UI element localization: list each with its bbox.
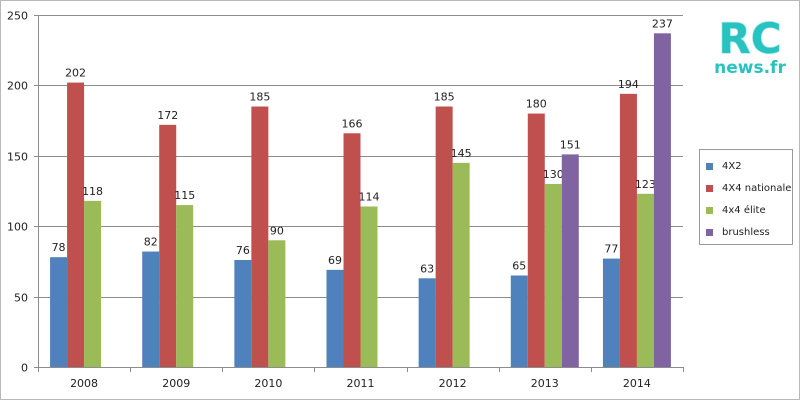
x-tick-label: 2014	[623, 377, 651, 390]
x-tick-label: 2008	[70, 377, 98, 390]
bar-4x4-nationale-2008	[67, 82, 85, 368]
data-label: 69	[328, 254, 342, 267]
legend: 4X2 4X4 nationale 4x4 élite brushless	[699, 149, 793, 245]
data-label: 237	[652, 17, 673, 30]
data-label: 130	[543, 168, 564, 181]
legend-swatch	[706, 184, 713, 192]
data-label: 90	[270, 224, 284, 237]
logo-news-text: news.fr	[714, 58, 786, 77]
x-tick-label: 2010	[254, 377, 282, 390]
legend-label: 4x4 élite	[722, 204, 766, 216]
data-label: 166	[342, 117, 363, 130]
bar-4x2-2009	[142, 251, 160, 367]
data-label: 115	[174, 189, 195, 202]
bar-4x4-lite-2009	[176, 205, 194, 367]
bar-4x4-nationale-2014	[619, 93, 637, 368]
data-label: 151	[560, 138, 581, 151]
bar-4x2-2008	[50, 257, 68, 367]
data-label: 65	[512, 259, 526, 272]
bar-4x2-2013	[510, 275, 528, 367]
bar-4x4-lite-2014	[636, 193, 654, 367]
y-tick-label: 200	[7, 80, 28, 93]
legend-swatch	[706, 162, 713, 170]
bar-4x4-lite-2012	[452, 162, 470, 367]
data-label: 202	[65, 67, 86, 80]
bar-4x2-2014	[602, 258, 620, 367]
data-label: 77	[604, 243, 618, 256]
data-label: 194	[618, 78, 639, 91]
bar-4x4-nationale-2009	[159, 124, 177, 367]
logo-rc-text: RC	[718, 14, 781, 63]
y-tick-label: 250	[7, 10, 28, 23]
y-tick-label: 50	[14, 292, 28, 305]
legend-swatch	[706, 206, 713, 214]
bar-4x2-2010	[234, 259, 252, 367]
data-label: 172	[157, 109, 178, 122]
data-label: 185	[434, 91, 455, 104]
data-label: 118	[82, 185, 103, 198]
bar-4x4-nationale-2010	[251, 106, 269, 368]
legend-item: 4X4 nationale	[706, 177, 792, 199]
bar-brushless-2013	[561, 154, 579, 367]
legend-item: brushless	[706, 221, 792, 243]
legend-item: 4x4 élite	[706, 199, 792, 221]
bar-4x2-2012	[418, 278, 436, 367]
x-tick-label: 2011	[347, 377, 375, 390]
data-label: 123	[635, 178, 656, 191]
legend-swatch	[706, 228, 713, 236]
x-tick-label: 2012	[439, 377, 467, 390]
bar-4x4-nationale-2012	[435, 106, 453, 368]
y-tick-label: 150	[7, 151, 28, 164]
bar-brushless-2014	[653, 33, 671, 367]
bar-4x4-lite-2011	[360, 206, 378, 367]
data-label: 185	[249, 91, 270, 104]
data-label: 180	[526, 98, 547, 111]
bar-4x4-nationale-2011	[343, 133, 361, 367]
bar-4x4-nationale-2013	[527, 113, 545, 367]
legend-label: 4X2	[722, 160, 742, 172]
y-tick-label: 0	[21, 362, 28, 375]
rcnews-logo: RC news.fr	[709, 13, 791, 78]
y-tick-label: 100	[7, 221, 28, 234]
bar-4x4-lite-2008	[84, 200, 102, 367]
data-label: 145	[451, 147, 472, 160]
bar-4x2-2011	[326, 269, 344, 367]
data-label: 82	[144, 236, 158, 249]
x-tick-label: 2009	[162, 377, 190, 390]
legend-label: brushless	[722, 226, 770, 238]
legend-item: 4X2	[706, 155, 792, 177]
x-tick-label: 2013	[531, 377, 559, 390]
bar-4x4-lite-2013	[544, 183, 562, 367]
data-label: 76	[236, 244, 250, 257]
data-label: 63	[420, 262, 434, 275]
bar-4x4-lite-2010	[268, 240, 286, 367]
data-label: 114	[359, 190, 380, 203]
data-label: 78	[52, 241, 66, 254]
legend-label: 4X4 nationale	[722, 182, 792, 194]
